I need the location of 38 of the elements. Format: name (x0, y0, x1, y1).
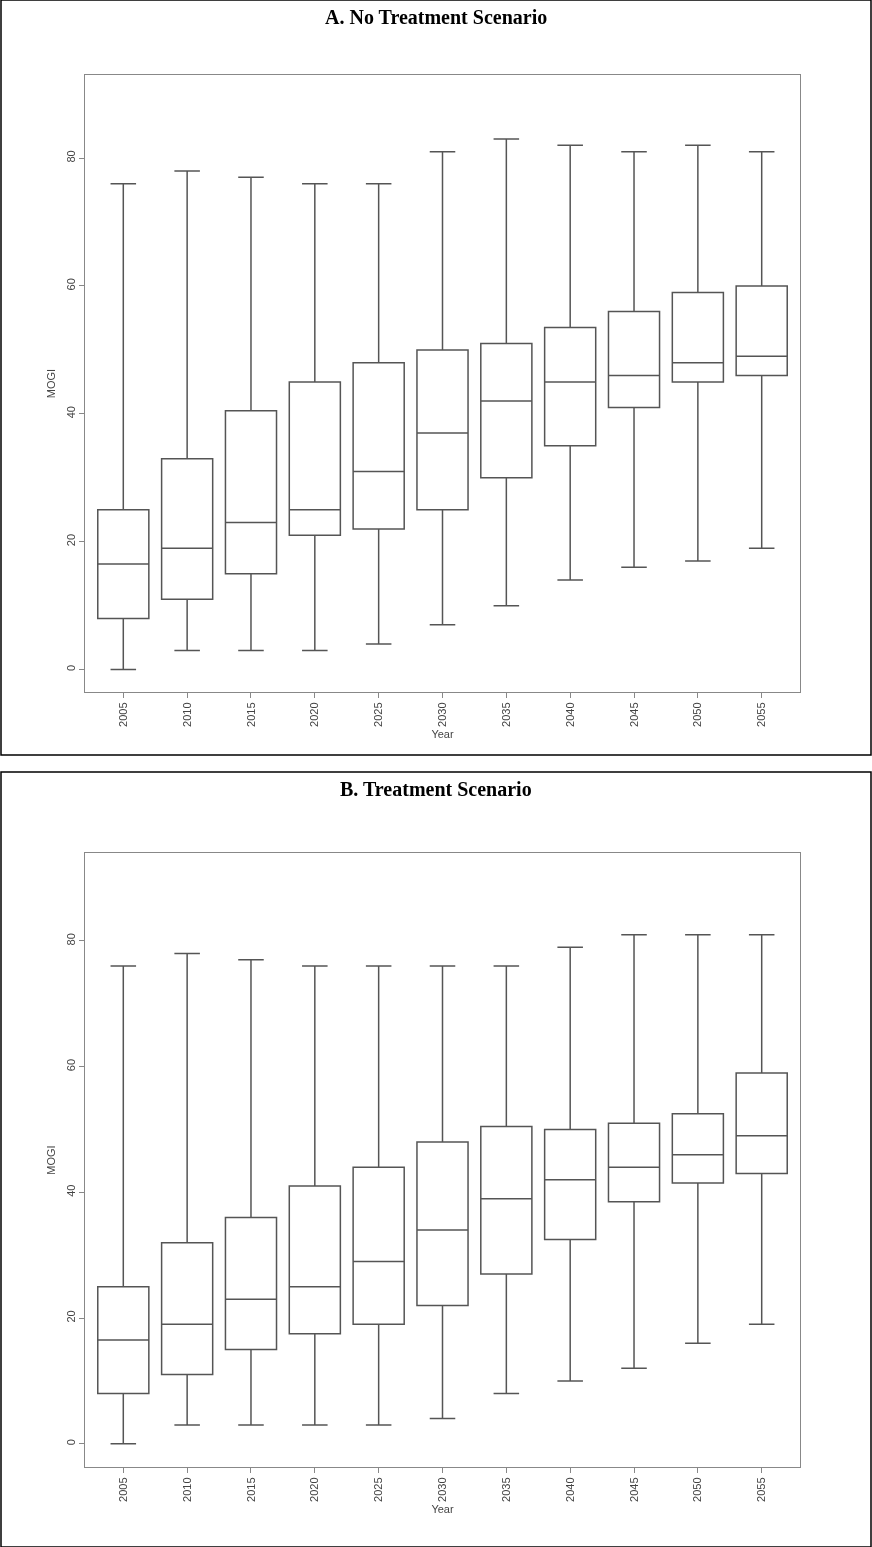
x-tick-label: 2030 (436, 1477, 449, 1502)
x-tick-label: 2020 (308, 702, 321, 727)
y-axis-title: MOGI (45, 1145, 58, 1175)
x-tick-label: 2050 (691, 1477, 704, 1502)
y-axis-title: MOGI (45, 368, 58, 399)
x-tick-label: 2030 (436, 702, 449, 727)
chart-title: A. No Treatment Scenario (325, 6, 548, 28)
x-tick-label: 2040 (563, 1477, 576, 1502)
x-tick-label: 2050 (691, 702, 704, 727)
y-tick-label: 40 (64, 1184, 77, 1197)
y-tick-label: 60 (64, 1058, 77, 1072)
x-tick-label: 2045 (627, 702, 640, 727)
x-tick-label: 2025 (372, 702, 385, 727)
x-tick-label: 2010 (180, 1477, 193, 1502)
x-tick-label: 2055 (755, 1477, 768, 1502)
x-tick-label: 2020 (308, 1477, 321, 1502)
x-tick-label: 2015 (244, 1477, 257, 1502)
y-tick-label: 80 (64, 150, 77, 163)
y-tick-label: 20 (64, 1310, 77, 1323)
y-tick-label: 80 (64, 933, 77, 946)
x-tick-label: 2015 (244, 702, 257, 727)
y-tick-label: 40 (64, 406, 77, 419)
x-tick-label: 2035 (499, 1477, 512, 1502)
x-tick-label: 2055 (755, 702, 768, 727)
x-tick-label: 2005 (116, 1477, 129, 1502)
y-tick-label: 20 (64, 533, 77, 547)
x-tick-label: 2005 (116, 702, 129, 727)
y-tick-label: 0 (64, 1439, 77, 1446)
x-tick-label: 2025 (372, 1477, 385, 1502)
chart-title: B. Treatment Scenario (340, 778, 532, 800)
y-tick-label: 60 (64, 278, 77, 291)
x-tick-label: 2040 (563, 702, 576, 727)
y-tick-label: 0 (64, 664, 77, 672)
x-axis-title: Year (431, 1503, 454, 1516)
x-tick-label: 2045 (627, 1477, 640, 1502)
x-tick-label: 2035 (499, 702, 512, 727)
x-axis-title: Year (431, 728, 454, 741)
x-tick-label: 2010 (180, 702, 193, 727)
